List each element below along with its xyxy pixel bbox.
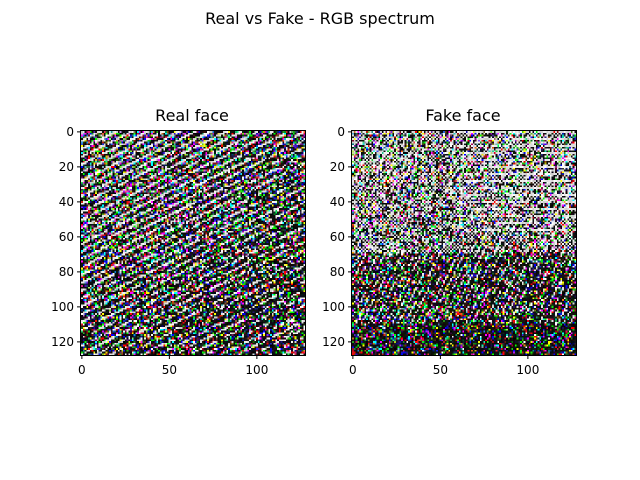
y-tick-label: 40 [330, 195, 345, 209]
y-tick-label: 100 [322, 300, 345, 314]
x-tick-label: 0 [78, 363, 86, 377]
y-tick-label: 100 [51, 300, 74, 314]
figure-suptitle: Real vs Fake - RGB spectrum [205, 9, 435, 28]
y-tick-label: 60 [330, 230, 345, 244]
x-tick-label: 100 [245, 363, 268, 377]
axes-fake: Fake face 0 50 100 0 20 40 60 80 100 120 [322, 106, 577, 377]
ticks-fake: 0 50 100 0 20 40 60 80 100 120 [322, 125, 539, 377]
ticks-real: 0 50 100 0 20 40 60 80 100 120 [51, 125, 268, 377]
axes-real: Real face 0 50 100 0 20 40 60 80 100 120 [51, 106, 306, 377]
y-tick-label: 80 [59, 265, 74, 279]
spectrum-image-real [81, 131, 305, 355]
y-tick-label: 20 [330, 160, 345, 174]
y-tick-label: 60 [59, 230, 74, 244]
axes-title-fake: Fake face [425, 106, 500, 125]
x-tick-label: 50 [162, 363, 177, 377]
y-tick-label: 0 [66, 125, 74, 139]
x-tick-label: 0 [349, 363, 357, 377]
y-tick-label: 120 [51, 335, 74, 349]
x-tick-label: 100 [516, 363, 539, 377]
spectrum-image-fake [352, 131, 576, 355]
y-tick-label: 40 [59, 195, 74, 209]
y-tick-label: 20 [59, 160, 74, 174]
x-tick-label: 50 [433, 363, 448, 377]
y-tick-label: 0 [337, 125, 345, 139]
axes-frame-fake [351, 130, 577, 356]
axes-frame-real [80, 130, 306, 356]
axes-title-real: Real face [155, 106, 229, 125]
y-tick-label: 80 [330, 265, 345, 279]
y-tick-label: 120 [322, 335, 345, 349]
